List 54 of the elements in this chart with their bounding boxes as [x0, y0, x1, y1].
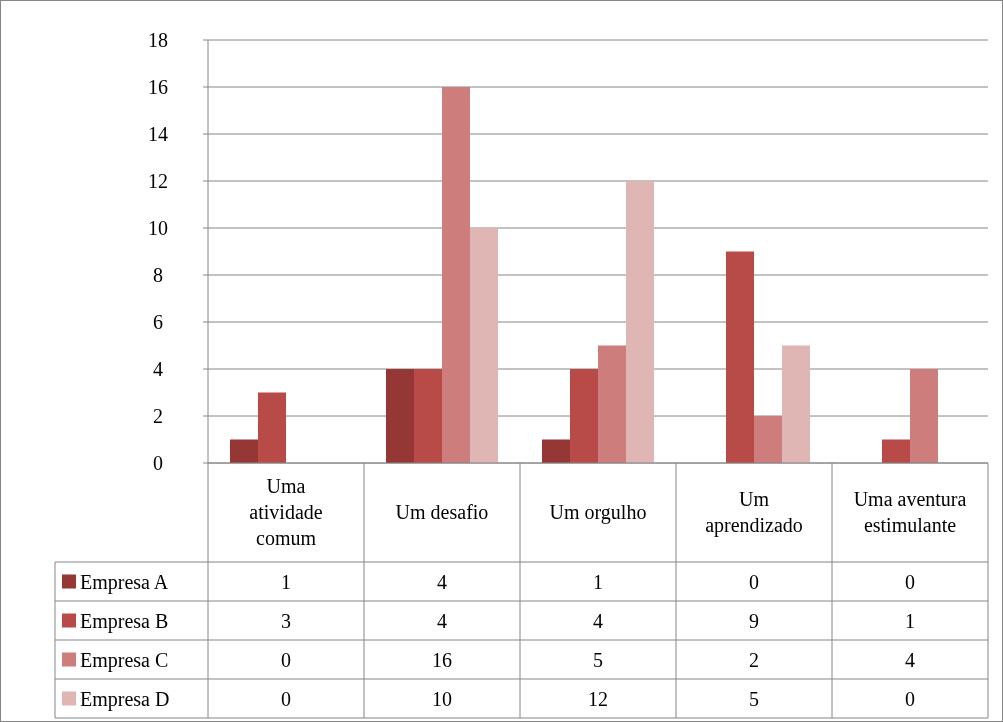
- bar: [230, 439, 258, 463]
- bar: [470, 228, 498, 463]
- data-label: 0: [749, 570, 759, 593]
- data-label: 0: [281, 687, 291, 710]
- bar: [258, 392, 286, 463]
- bar: [542, 439, 570, 463]
- legend-label: Empresa D: [80, 687, 170, 711]
- data-label: 4: [905, 648, 915, 671]
- data-label: 2: [749, 648, 759, 671]
- legend-label: Empresa A: [80, 570, 169, 594]
- x-tick-label: Uma atividade comum: [249, 474, 323, 549]
- y-tick-label: 2: [153, 405, 163, 427]
- y-tick-label: 12: [148, 170, 168, 192]
- y-tick-label: 6: [153, 311, 163, 333]
- bar: [782, 345, 810, 463]
- bar: [570, 369, 598, 463]
- data-label: 0: [281, 648, 291, 671]
- y-tick-label: 10: [148, 217, 168, 239]
- data-label: 5: [749, 687, 759, 710]
- data-label: 12: [588, 687, 608, 710]
- data-label: 4: [437, 609, 447, 632]
- y-tick-label: 16: [148, 76, 168, 98]
- data-label: 1: [281, 570, 291, 593]
- legend-label: Empresa C: [80, 648, 169, 672]
- bar: [598, 345, 626, 463]
- bar: [726, 251, 754, 463]
- y-tick-label: 18: [148, 29, 168, 51]
- data-label: 3: [281, 609, 291, 632]
- data-label: 0: [905, 687, 915, 710]
- x-tick-label: Um desafio: [395, 500, 489, 523]
- y-tick-label: 8: [153, 264, 163, 286]
- x-tick-label: Uma aventura estimulante: [853, 487, 967, 536]
- data-label: 4: [593, 609, 603, 632]
- data-label: 4: [437, 570, 447, 593]
- data-label: 10: [432, 687, 452, 710]
- x-tick-label: Um orgulho: [549, 500, 647, 524]
- data-label: 5: [593, 648, 603, 671]
- legend-label: Empresa B: [80, 609, 169, 633]
- bar: [386, 369, 414, 463]
- bar: [442, 87, 470, 463]
- data-label: 0: [905, 570, 915, 593]
- y-tick-label: 0: [153, 452, 163, 474]
- bar: [910, 369, 938, 463]
- bar: [626, 181, 654, 463]
- y-tick-label: 4: [153, 358, 163, 380]
- data-label: 1: [905, 609, 915, 632]
- data-label: 9: [749, 609, 759, 632]
- x-tick-label: Um aprendizado: [705, 487, 803, 537]
- data-label: 16: [432, 648, 452, 671]
- bar: [754, 416, 782, 463]
- bar: [882, 439, 910, 463]
- y-tick-label: 14: [148, 123, 168, 145]
- data-label: 1: [593, 570, 603, 593]
- bar: [414, 369, 442, 463]
